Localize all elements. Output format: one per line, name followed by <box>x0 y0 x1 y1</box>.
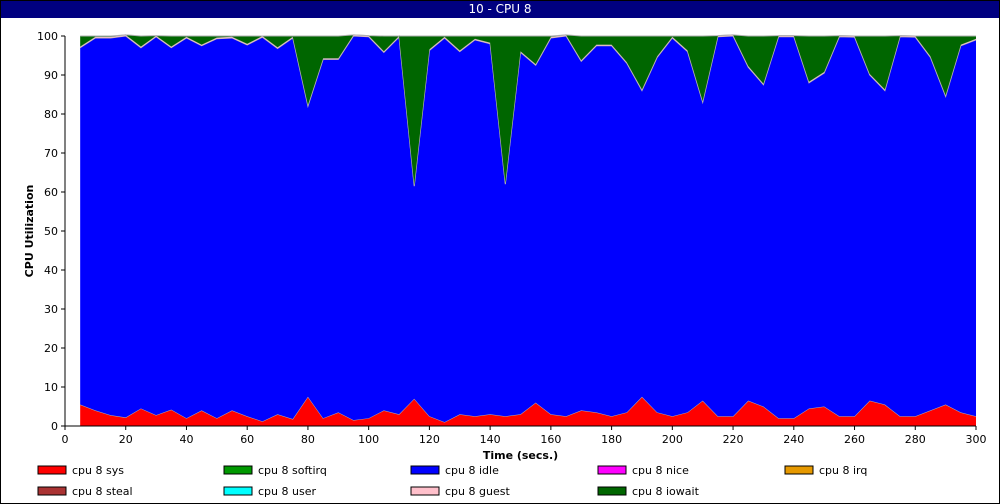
legend-swatch-cpu-8-iowait <box>597 486 627 496</box>
x-tick-label: 80 <box>301 433 315 446</box>
y-tick-label: 30 <box>44 303 58 316</box>
stacked-areas <box>65 34 977 426</box>
x-tick-label: 280 <box>905 433 926 446</box>
y-tick-label: 10 <box>44 381 58 394</box>
y-tick-label: 100 <box>37 30 58 43</box>
x-tick-label: 100 <box>358 433 379 446</box>
y-tick-label: 50 <box>44 225 58 238</box>
area-cpu-8-idle <box>80 36 976 423</box>
legend-label-cpu-8-idle: cpu 8 idle <box>445 464 499 477</box>
x-tick-label: 220 <box>723 433 744 446</box>
x-tick-label: 260 <box>844 433 865 446</box>
x-tick-label: 120 <box>419 433 440 446</box>
legend-swatch-cpu-8-user <box>223 486 253 496</box>
legend-swatch-cpu-8-idle <box>410 465 440 475</box>
legend-label-cpu-8-softirq: cpu 8 softirq <box>258 464 327 477</box>
legend-swatch-cpu-8-irq <box>784 465 814 475</box>
axes: 0 10 20 30 40 50 60 70 80 90 100 0 20 40 60 80 100 120 140… <box>23 30 987 462</box>
y-tick-label: 90 <box>44 69 58 82</box>
edge-cpu-8-iowait <box>80 34 976 37</box>
chart-title: 10 - CPU 8 <box>1 1 999 18</box>
y-tick-label: 40 <box>44 264 58 277</box>
legend-swatch-cpu-8-sys <box>37 465 67 475</box>
x-tick-label: 240 <box>783 433 804 446</box>
x-tick-label: 20 <box>119 433 133 446</box>
x-tick-label: 40 <box>179 433 193 446</box>
y-tick-label: 70 <box>44 147 58 160</box>
x-tick-label: 140 <box>480 433 501 446</box>
legend-swatch-cpu-8-softirq <box>223 465 253 475</box>
x-tick-label: 200 <box>662 433 683 446</box>
legend-label-cpu-8-steal: cpu 8 steal <box>72 485 133 498</box>
x-tick-label: 0 <box>62 433 69 446</box>
y-axis-title: CPU Utilization <box>23 185 36 278</box>
x-axis-title: Time (secs.) <box>483 449 558 462</box>
legend-swatch-cpu-8-nice <box>597 465 627 475</box>
area-cpu-8-iowait <box>80 34 976 185</box>
y-tick-label: 60 <box>44 186 58 199</box>
x-tick-label: 180 <box>601 433 622 446</box>
legend-label-cpu-8-user: cpu 8 user <box>258 485 316 498</box>
legend: cpu 8 sys cpu 8 softirq cpu 8 idle cpu 8 ni… <box>37 464 867 498</box>
x-tick-label: 60 <box>240 433 254 446</box>
legend-label-cpu-8-sys: cpu 8 sys <box>72 464 124 477</box>
legend-swatch-cpu-8-guest <box>410 486 440 496</box>
y-tick-label: 20 <box>44 342 58 355</box>
x-tick-label: 160 <box>540 433 561 446</box>
edge-cpu-8-guest <box>79 34 977 186</box>
legend-label-cpu-8-irq: cpu 8 irq <box>819 464 867 477</box>
legend-label-cpu-8-guest: cpu 8 guest <box>445 485 510 498</box>
legend-label-cpu-8-iowait: cpu 8 iowait <box>632 485 700 498</box>
y-tick-label: 80 <box>44 108 58 121</box>
legend-label-cpu-8-nice: cpu 8 nice <box>632 464 689 477</box>
area-cpu-8-sys <box>80 396 976 426</box>
x-tick-label: 300 <box>966 433 987 446</box>
legend-swatch-cpu-8-steal <box>37 486 67 496</box>
y-tick-label: 0 <box>51 420 58 433</box>
